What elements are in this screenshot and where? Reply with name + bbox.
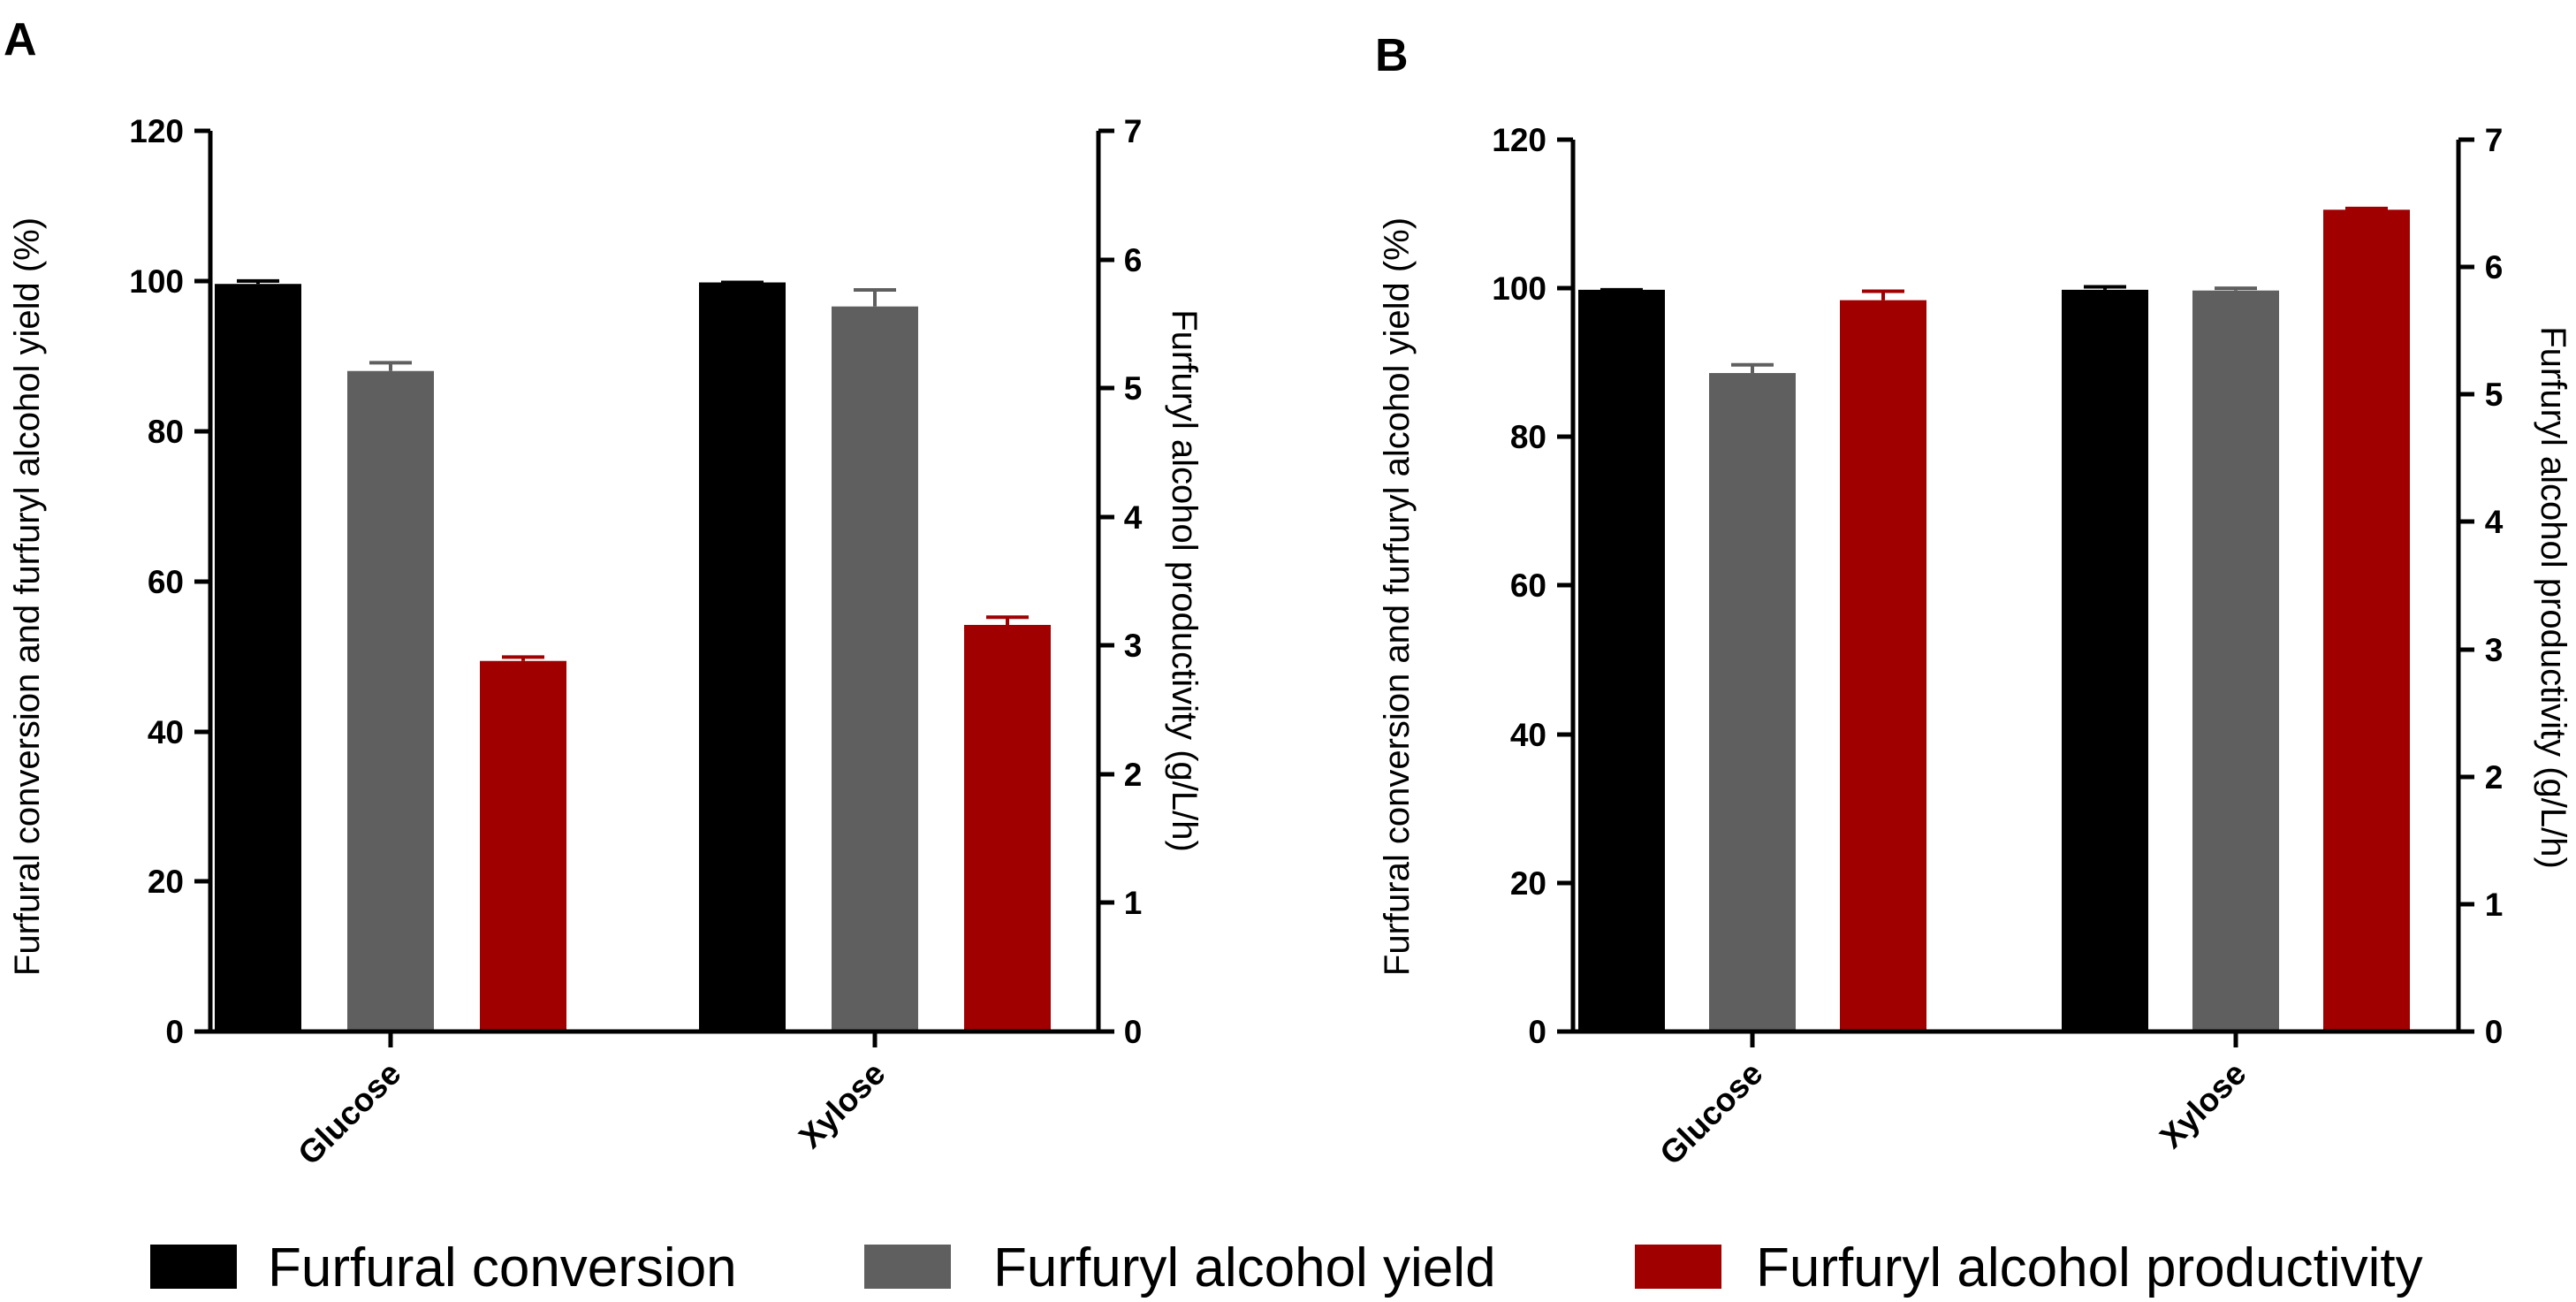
- legend-label-productivity: Furfuryl alcohol productivity: [1756, 1237, 2423, 1298]
- panel-a-right-tick-label: 1: [1124, 885, 1143, 921]
- panel-b-category-xylose: Xylose: [2153, 1055, 2253, 1155]
- panel-a-right-tick-label: 4: [1124, 499, 1143, 536]
- panel-a-left-tick-label: 0: [165, 1014, 184, 1050]
- legend-label-conversion: Furfural conversion: [268, 1237, 737, 1298]
- panel-b-bar-yield-xylose: [2192, 290, 2279, 1032]
- panel-b-right-tick-label: 2: [2485, 759, 2504, 796]
- panel-a-left-tick-label: 20: [148, 864, 184, 900]
- panel-b-right-tick-label: 7: [2485, 122, 2504, 158]
- panel-a-bar-conversion-xylose: [699, 282, 786, 1032]
- panel-b-left-tick-label: 40: [1510, 717, 1546, 753]
- panel-b-left-tick-label: 120: [1492, 122, 1546, 158]
- panel-a-letter: A: [4, 14, 37, 65]
- panel-a-right-ticks: 0 1 2 3 4 5 6 7: [1098, 113, 1143, 1050]
- panel-b-right-axis-title: Furfuryl alcohol productivity (g/L/h): [2534, 326, 2572, 869]
- panel-b-category-glucose: Glucose: [1653, 1055, 1769, 1172]
- panel-b: B Furfural conversion and furfuryl alcoh…: [1375, 30, 2572, 1172]
- panel-a-left-tick-label: 60: [148, 564, 184, 600]
- panel-b-left-tick-label: 100: [1492, 270, 1546, 307]
- legend-swatch-productivity: [1635, 1245, 1721, 1289]
- panel-b-bar-yield-glucose: [1709, 373, 1796, 1032]
- panel-b-left-ticks: 0 20 40 60 80 100 120: [1492, 122, 1573, 1050]
- panel-b-left-tick-label: 20: [1510, 865, 1546, 902]
- panel-b-right-tick-label: 4: [2485, 504, 2504, 540]
- legend-label-yield: Furfuryl alcohol yield: [993, 1237, 1496, 1298]
- panel-a-left-tick-label: 100: [129, 263, 184, 300]
- panel-b-bar-conversion-glucose: [1578, 289, 1665, 1032]
- panel-b-right-ticks: 0 1 2 3 4 5 6 7: [2458, 122, 2504, 1050]
- panel-b-right-tick-label: 3: [2485, 632, 2504, 668]
- panel-a-right-tick-label: 6: [1124, 242, 1143, 278]
- legend-swatch-yield: [864, 1245, 951, 1289]
- panel-a-bar-yield-xylose: [832, 306, 918, 1032]
- panel-a: A Furfural conversion and furfuryl alcoh…: [4, 14, 1204, 1172]
- panel-a-right-tick-label: 3: [1124, 628, 1143, 664]
- panel-a-right-tick-label: 0: [1124, 1014, 1143, 1050]
- panel-b-bars: [1578, 209, 2410, 1032]
- panel-a-right-tick-label: 5: [1124, 370, 1143, 407]
- panel-a-left-ticks: 0 20 40 60 80 100 120: [129, 113, 210, 1050]
- legend-swatch-conversion: [150, 1245, 237, 1289]
- panel-b-letter: B: [1375, 30, 1409, 81]
- panel-a-right-tick-label: 7: [1124, 113, 1143, 149]
- panel-b-left-axis-title: Furfural conversion and furfuryl alcohol…: [1378, 217, 1417, 976]
- panel-b-right-tick-label: 5: [2485, 377, 2504, 413]
- panel-b-bar-productivity-glucose: [1840, 300, 1926, 1032]
- panel-b-bar-productivity-xylose: [2323, 209, 2410, 1032]
- panel-b-error-bars: [1600, 206, 2388, 374]
- panel-a-right-axis-title: Furfuryl alcohol productivity (g/L/h): [1165, 309, 1204, 852]
- panel-a-category-xylose: Xylose: [792, 1055, 892, 1155]
- panel-b-right-tick-label: 1: [2485, 887, 2504, 923]
- panel-b-right-tick-label: 6: [2485, 249, 2504, 286]
- panel-a-bar-yield-glucose: [347, 370, 434, 1032]
- panel-a-bars: [215, 282, 1051, 1032]
- panel-a-bar-productivity-xylose: [964, 624, 1051, 1032]
- panel-a-error-bars: [237, 278, 1029, 661]
- panel-b-left-tick-label: 60: [1510, 567, 1546, 604]
- panel-a-left-tick-label: 80: [148, 414, 184, 450]
- panel-a-left-axis-title: Furfural conversion and furfuryl alcohol…: [8, 217, 47, 976]
- legend: Furfural conversion Furfuryl alcohol yie…: [150, 1237, 2423, 1298]
- panel-b-bar-conversion-xylose: [2062, 289, 2148, 1032]
- panel-b-right-tick-label: 0: [2485, 1014, 2504, 1050]
- panel-b-left-tick-label: 80: [1510, 419, 1546, 455]
- panel-a-bar-conversion-glucose: [215, 284, 301, 1032]
- panel-a-left-tick-label: 120: [129, 113, 184, 149]
- panel-a-left-tick-label: 40: [148, 714, 184, 750]
- panel-a-right-tick-label: 2: [1124, 757, 1143, 793]
- panel-b-left-tick-label: 0: [1528, 1014, 1546, 1050]
- panel-a-category-glucose: Glucose: [291, 1055, 407, 1172]
- panel-a-bar-productivity-glucose: [480, 660, 566, 1032]
